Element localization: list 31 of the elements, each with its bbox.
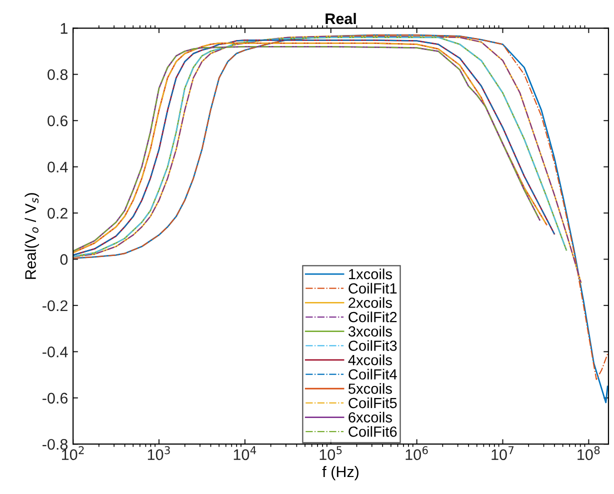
- legend-label: CoilFit3: [348, 340, 397, 351]
- y-tick-label: 0: [60, 254, 68, 265]
- legend-label: 4xcoils: [348, 354, 392, 366]
- x-tick-label: 10$^{3}$: [148, 446, 170, 460]
- y-tick-label: 0.6: [48, 115, 68, 126]
- legend-label: CoilFit2: [348, 312, 397, 322]
- chart-title: Real: [326, 12, 356, 24]
- legend-label: CoilFit5: [348, 397, 397, 408]
- x-axis-title: f (Hz): [322, 466, 358, 480]
- y-tick-label: 1: [60, 23, 68, 34]
- y-tick-label: -0.4: [42, 346, 68, 358]
- legend-label: CoilFit4: [348, 368, 397, 380]
- legend-label: CoilFit6: [348, 426, 397, 437]
- legend-label: 2xcoils: [348, 297, 392, 308]
- legend-label: 1xcoils: [349, 268, 392, 280]
- y-tick-label: 0.8: [48, 69, 68, 80]
- y-tick-label: -0.8: [42, 438, 68, 450]
- x-tick-label: 10$^{5}$: [320, 446, 342, 460]
- legend-label: 6xcoils: [348, 412, 392, 423]
- y-axis-title: Real(V$_{o}$ / V$_{s}$): [24, 193, 39, 279]
- x-tick-label: 10$^{7}$: [492, 446, 514, 460]
- x-tick-label: 10$^{8}$: [578, 446, 600, 460]
- legend-label: CoilFit1: [348, 282, 397, 294]
- y-tick-label: 0.2: [48, 208, 68, 219]
- y-tick-label: -0.6: [42, 392, 68, 404]
- legend-label: 3xcoils: [348, 326, 392, 337]
- legend-label: 5xcoils: [348, 383, 392, 394]
- y-tick-label: -0.2: [42, 300, 68, 312]
- y-tick-label: 0.4: [48, 162, 68, 172]
- x-tick-label: 10$^{4}$: [234, 446, 256, 460]
- x-tick-label: 10$^{6}$: [406, 446, 428, 460]
